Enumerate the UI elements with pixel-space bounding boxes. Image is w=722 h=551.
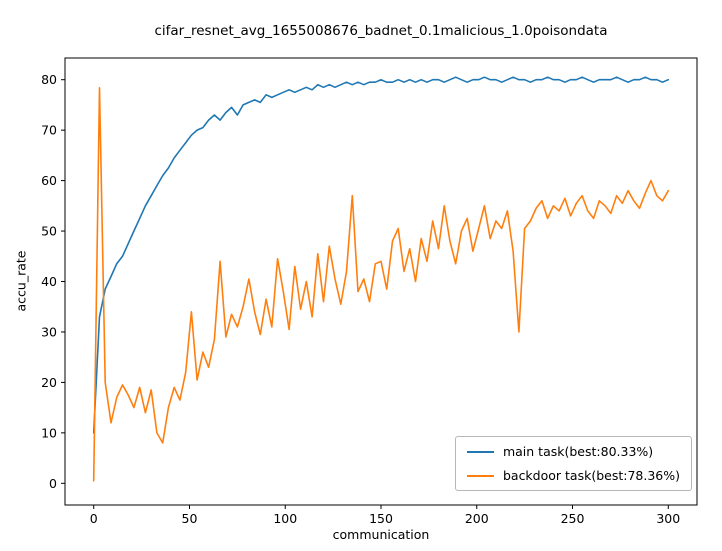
y-tick-label: 60	[41, 173, 57, 188]
series-line-backdoor-task	[92, 87, 670, 482]
legend-label-backdoor-task: backdoor task(best:78.36%)	[502, 468, 680, 483]
chart-title: cifar_resnet_avg_1655008676_badnet_0.1ma…	[154, 23, 608, 39]
y-tick-label: 80	[41, 72, 57, 87]
x-tick-label: 0	[90, 511, 98, 526]
y-tick-label: 70	[41, 123, 57, 138]
y-tick-label: 40	[41, 274, 57, 289]
x-tick-label: 250	[561, 511, 585, 526]
x-axis-label: communication	[332, 527, 430, 542]
series-line-main-task	[92, 76, 670, 434]
legend-label-main-task: main task(best:80.33%)	[502, 444, 654, 459]
legend: main task(best:80.33%) backdoor task(bes…	[454, 436, 692, 491]
x-tick-label: 200	[465, 511, 489, 526]
y-tick-label: 20	[41, 375, 57, 390]
legend-item-main-task: main task(best:80.33%)	[466, 444, 680, 459]
y-tick-label: 50	[41, 224, 57, 239]
x-tick-label: 150	[369, 511, 393, 526]
y-tick-label: 30	[41, 324, 57, 339]
legend-item-backdoor-task: backdoor task(best:78.36%)	[466, 468, 680, 483]
legend-line-main-task	[466, 450, 494, 453]
y-tick-label: 10	[41, 425, 57, 440]
y-tick-label: 0	[49, 476, 57, 491]
x-tick-label: 300	[656, 511, 680, 526]
x-tick-label: 100	[273, 511, 297, 526]
x-tick-label: 50	[182, 511, 198, 526]
legend-line-backdoor-task	[466, 474, 494, 477]
